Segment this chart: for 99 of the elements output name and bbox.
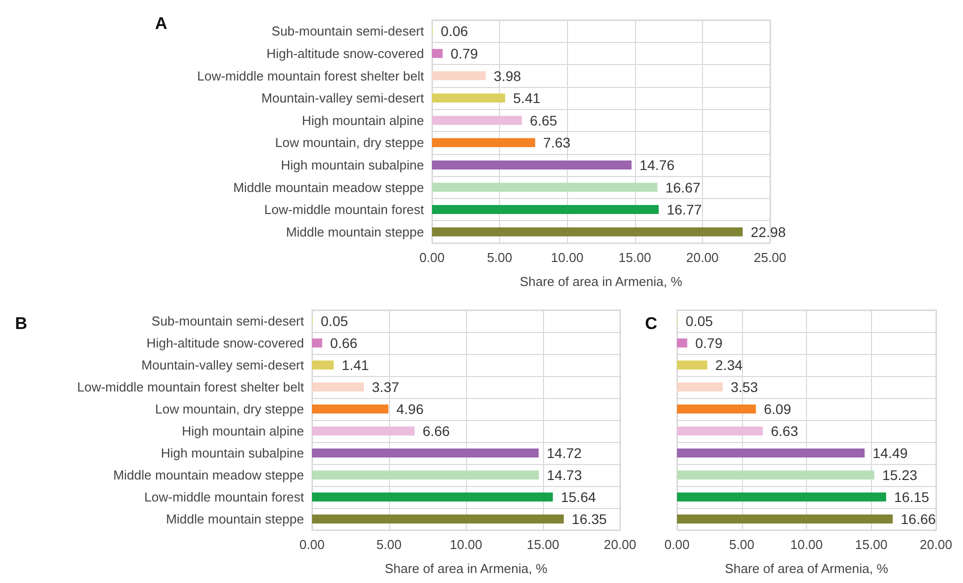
y-tick-label: Low-middle mountain forest shelter belt: [77, 380, 304, 394]
bar: [432, 138, 536, 148]
bar: [677, 448, 865, 458]
bar: [312, 382, 364, 392]
y-tick-label: Low mountain, dry steppe: [275, 135, 424, 150]
data-label: 6.65: [530, 112, 558, 128]
data-label: 16.35: [572, 511, 608, 527]
data-label: 22.98: [750, 224, 786, 240]
x-tick-label: 5.00: [729, 537, 754, 552]
data-label: 3.98: [494, 68, 522, 84]
y-tick-label: High-altitude snow-covered: [266, 46, 424, 61]
x-tick-label: 10.00: [550, 250, 584, 265]
x-tick-label: 10.00: [450, 537, 482, 552]
bar: [677, 338, 688, 348]
y-tick-label: Middle mountain meadow steppe: [113, 468, 304, 482]
y-tick-label: Low-middle mountain forest: [144, 490, 304, 504]
y-tick-label: Middle mountain steppe: [286, 224, 424, 240]
bar: [432, 94, 506, 103]
x-tick-label: 5.00: [376, 537, 402, 552]
x-axis-title: Share of area of Armenia, %: [724, 561, 889, 576]
data-label: 16.77: [666, 202, 702, 218]
y-tick-label: High mountain subalpine: [160, 446, 304, 460]
bar: [432, 182, 658, 192]
data-label: 0.79: [695, 335, 723, 351]
bar: [312, 426, 415, 436]
data-label: 6.63: [770, 423, 798, 439]
x-tick-label: 25.00: [754, 250, 786, 265]
y-tick-label: High mountain subalpine: [280, 157, 424, 172]
data-label: 15.23: [882, 467, 918, 483]
bar: [677, 492, 886, 502]
x-tick-label: 20.00: [686, 250, 719, 265]
y-tick-label: High mountain alpine: [182, 424, 304, 438]
data-label: 3.53: [730, 379, 758, 395]
data-label: 14.49: [872, 445, 908, 461]
bar: [432, 116, 522, 125]
data-label: 4.96: [396, 401, 424, 417]
data-label: 16.66: [900, 511, 936, 527]
data-label: 16.67: [665, 179, 701, 196]
bar: [677, 382, 723, 392]
data-label: 1.41: [342, 357, 370, 373]
data-label: 16.15: [894, 489, 930, 505]
y-tick-label: Middle mountain steppe: [166, 512, 304, 526]
data-label: 5.41: [513, 90, 541, 106]
data-label: 0.06: [440, 23, 468, 40]
bar: [432, 160, 632, 170]
text: A: [155, 14, 168, 33]
bar: [312, 514, 564, 524]
bar: [432, 48, 443, 58]
bar: [312, 360, 334, 370]
x-tick-label: 0.00: [664, 537, 690, 552]
x-tick-label: 15.00: [526, 537, 560, 552]
text: B: [15, 314, 28, 333]
y-tick-label: Low-middle mountain forest: [264, 202, 424, 218]
bar: [312, 448, 539, 458]
y-tick-label: Sub-mountain semi-desert: [152, 314, 304, 328]
x-tick-label: 15.00: [854, 537, 888, 552]
y-tick-label: Sub-mountain semi-desert: [272, 24, 424, 39]
data-label: 14.72: [546, 445, 582, 461]
y-tick-label: Low-middle mountain forest shelter belt: [197, 68, 424, 84]
data-label: 7.63: [543, 134, 571, 151]
bar: [432, 227, 743, 236]
bar: [432, 71, 486, 80]
data-label: 14.73: [546, 467, 582, 483]
bar: [312, 338, 322, 348]
x-tick-label: 5.00: [486, 250, 512, 265]
y-tick-label: Mountain-valley semi-desert: [141, 358, 304, 372]
data-label: 0.79: [450, 45, 478, 62]
x-axis-title: Share of area in Armenia, %: [520, 274, 683, 289]
bar: [677, 360, 708, 370]
x-tick-label: 0.00: [299, 537, 325, 552]
bar: [312, 492, 553, 502]
bar: [312, 470, 539, 480]
y-tick-label: High mountain alpine: [302, 112, 424, 128]
x-tick-label: 0.00: [419, 250, 445, 265]
data-label: 3.37: [372, 379, 400, 395]
y-tick-label: High-altitude snow-covered: [146, 336, 304, 350]
data-label: 6.09: [764, 401, 792, 417]
y-tick-label: Middle mountain meadow steppe: [233, 180, 424, 195]
x-tick-label: 10.00: [790, 537, 823, 552]
data-label: 2.34: [715, 357, 743, 373]
y-tick-label: Low mountain, dry steppe: [155, 402, 304, 416]
bar: [677, 404, 756, 414]
data-label: 0.66: [330, 335, 358, 351]
bar: [312, 404, 388, 414]
x-tick-label: 15.00: [618, 250, 652, 265]
bar: [677, 426, 763, 436]
bar: [432, 205, 659, 214]
bar: [677, 514, 893, 524]
chart-title: C: [645, 314, 658, 333]
x-tick-label: 20.00: [920, 537, 952, 552]
data-label: 6.66: [422, 423, 450, 439]
x-axis-title: Share of area in Armenia, %: [384, 561, 548, 576]
data-label: 15.64: [560, 489, 596, 505]
data-label: 14.76: [640, 156, 675, 173]
bar: [677, 470, 874, 480]
data-label: 0.05: [686, 313, 714, 329]
y-tick-label: Mountain-valley semi-desert: [261, 90, 424, 106]
x-tick-label: 20.00: [604, 537, 636, 552]
data-label: 0.05: [320, 313, 348, 329]
